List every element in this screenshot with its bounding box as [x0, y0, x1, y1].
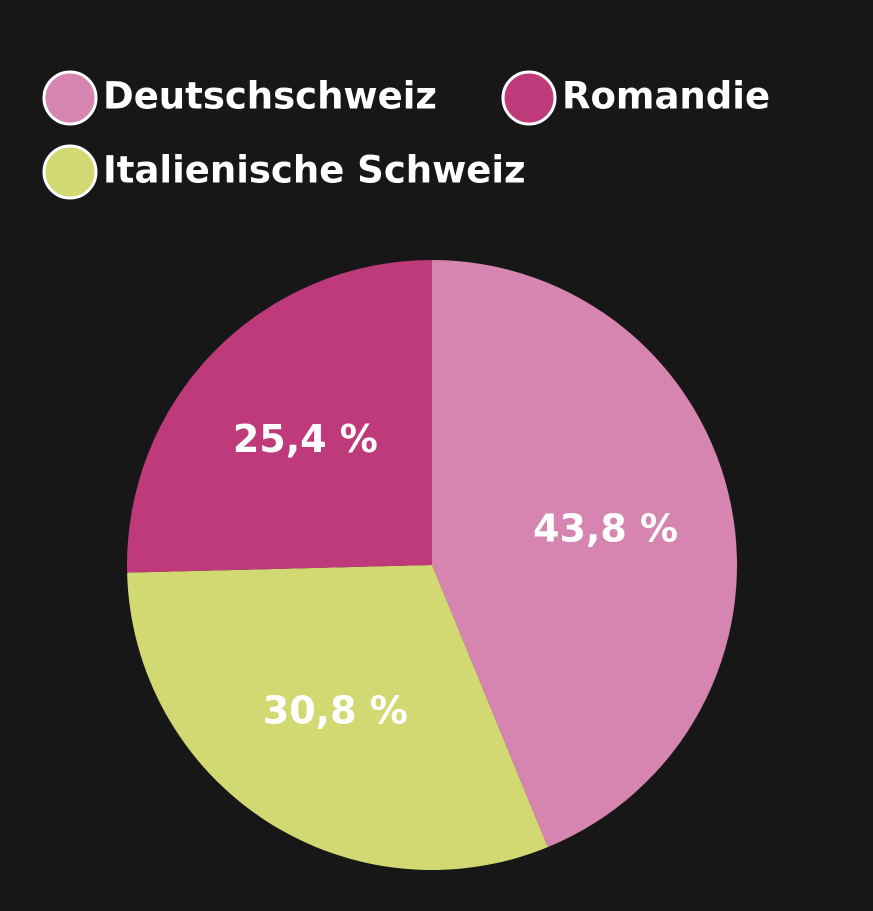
pie-slice: [127, 565, 548, 871]
legend-text: Romandie: [562, 75, 770, 118]
pie-slice: [432, 260, 738, 848]
legend-text: Deutschschweiz: [103, 75, 437, 118]
pie-slice: [127, 260, 432, 573]
legend-swatch: [42, 70, 98, 126]
legend-swatch: [501, 70, 557, 126]
value-label: 25,4 %: [233, 417, 378, 461]
legend: Deutschschweiz Italienische Schweiz Romand…: [42, 70, 770, 200]
value-label: 43,8 %: [533, 506, 678, 550]
legend-swatch: [42, 144, 98, 200]
value-label: 30,8 %: [263, 689, 408, 733]
legend-text: Italienische Schweiz: [103, 149, 526, 192]
pie: 43,8 % 30,8 % 25,4 %: [127, 260, 738, 871]
